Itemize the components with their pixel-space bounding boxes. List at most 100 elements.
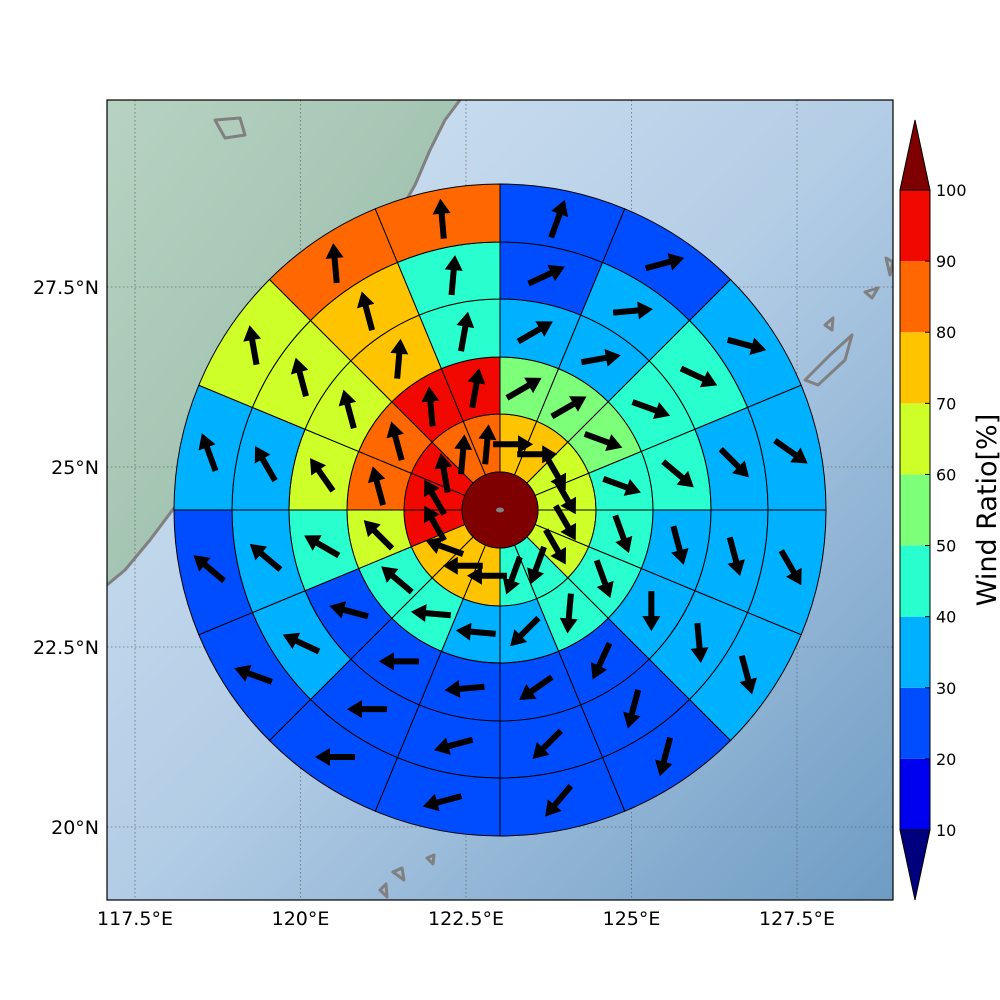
colorbar-extend-min bbox=[899, 829, 931, 901]
colorbar-bin bbox=[900, 758, 930, 830]
wind-arrow bbox=[310, 458, 336, 493]
sector-cell bbox=[374, 183, 501, 264]
wind-arrow bbox=[304, 535, 341, 559]
wind-arrow bbox=[432, 198, 451, 239]
x-tick-label: 125°E bbox=[603, 908, 661, 930]
wind-arrow bbox=[455, 622, 496, 641]
wind-arrow bbox=[726, 536, 745, 577]
colorbar-label: Wind Ratio[%] bbox=[972, 414, 1000, 606]
wind-arrow bbox=[421, 386, 440, 427]
wind-arrow bbox=[631, 399, 671, 420]
wind-arrow bbox=[590, 641, 613, 680]
colorbar-tick-label: 60 bbox=[936, 465, 956, 484]
wind-arrow bbox=[478, 424, 497, 465]
wind-arrow bbox=[467, 368, 486, 409]
wind-arrow bbox=[718, 447, 750, 478]
wind-arrow bbox=[367, 466, 386, 506]
wind-arrow bbox=[593, 559, 614, 598]
wind-arrow bbox=[527, 264, 565, 287]
y-tick-label: 25°N bbox=[51, 457, 99, 479]
wind-arrow bbox=[550, 396, 587, 420]
wind-arrow bbox=[602, 476, 641, 496]
wind-arrow bbox=[444, 679, 485, 698]
wind-arrow bbox=[655, 736, 674, 777]
wind-arrow bbox=[583, 431, 623, 451]
wind-arrow bbox=[423, 505, 447, 542]
wind-arrow bbox=[726, 336, 767, 355]
colorbar-outline bbox=[899, 189, 931, 831]
wind-arrow bbox=[454, 434, 473, 475]
colorbar-bin bbox=[900, 403, 930, 475]
wind-arrow bbox=[356, 291, 376, 331]
colorbar-tick-label: 10 bbox=[936, 821, 956, 840]
wind-arrow bbox=[519, 674, 554, 700]
colorbar-tick-label: 100 bbox=[936, 181, 967, 200]
wind-arrow bbox=[410, 604, 452, 623]
wind-arrow bbox=[661, 459, 694, 488]
wind-arrow bbox=[679, 365, 718, 388]
wind-arrow bbox=[559, 593, 578, 634]
colorbar-bin bbox=[900, 616, 930, 688]
wind-arrow bbox=[545, 784, 574, 817]
colorbar-tick-label: 30 bbox=[936, 679, 956, 698]
wind-arrow bbox=[510, 615, 541, 647]
wind-arrow bbox=[553, 478, 577, 515]
y-axis-ticks: 27.5°N 25°N 22.5°N 20°N bbox=[33, 277, 99, 839]
colorbar-tick-label: 90 bbox=[936, 252, 956, 271]
wind-arrow bbox=[493, 435, 534, 454]
wind-arrow bbox=[325, 243, 344, 284]
wind-arrow bbox=[386, 421, 405, 461]
wind-arrow bbox=[516, 321, 553, 345]
wind-arrow bbox=[612, 514, 633, 554]
wind-arrow bbox=[623, 689, 642, 729]
wind-arrow bbox=[456, 311, 475, 352]
wind-arrow bbox=[434, 453, 453, 493]
x-tick-label: 122.5°E bbox=[428, 908, 504, 930]
wind-arrow bbox=[644, 253, 685, 272]
wind-arrow bbox=[444, 255, 463, 296]
wind-arrow bbox=[329, 601, 369, 620]
center-marker bbox=[496, 507, 504, 513]
wind-arrow bbox=[548, 199, 569, 239]
wind-arrow bbox=[198, 433, 219, 472]
y-tick-label: 27.5°N bbox=[33, 277, 99, 299]
wind-arrow bbox=[282, 632, 321, 655]
wind-arrow bbox=[234, 664, 273, 685]
wind-arrow bbox=[505, 377, 542, 401]
y-tick-label: 20°N bbox=[51, 817, 99, 839]
wind-arrow bbox=[690, 622, 709, 663]
wind-arrow bbox=[543, 453, 567, 491]
wind-arrow bbox=[425, 537, 465, 557]
wind-arrow bbox=[442, 556, 483, 575]
wind-arrow bbox=[249, 543, 283, 572]
wind-arrow bbox=[543, 528, 567, 565]
wind-arrow bbox=[346, 700, 387, 719]
wind-arrow bbox=[338, 389, 357, 429]
wind-arrow bbox=[433, 736, 474, 755]
x-tick-label: 120°E bbox=[272, 908, 330, 930]
colorbar-bin bbox=[900, 261, 930, 333]
wind-arrow bbox=[670, 525, 689, 565]
wind-arrow bbox=[381, 566, 414, 595]
wind-arrow bbox=[423, 479, 447, 516]
colorbar-tick-label: 40 bbox=[936, 608, 956, 627]
wind-arrow bbox=[553, 504, 577, 541]
wind-arrow bbox=[422, 793, 463, 812]
colorbar-tick-label: 80 bbox=[936, 323, 956, 342]
colorbar-bin bbox=[900, 190, 930, 262]
wind-arrow bbox=[363, 520, 395, 551]
wind-arrow bbox=[314, 747, 355, 766]
wind-arrow bbox=[502, 555, 523, 595]
wind-arrow bbox=[532, 728, 563, 760]
wind-arrow bbox=[580, 348, 621, 367]
wind-arrow bbox=[378, 652, 419, 671]
colorbar: 10 20 30 40 50 60 70 80 90 100 bbox=[899, 119, 967, 901]
wind-arrow bbox=[642, 591, 661, 632]
x-tick-label: 117.5°E bbox=[97, 908, 173, 930]
wind-arrow bbox=[390, 338, 409, 379]
wind-arrow bbox=[193, 555, 226, 584]
center-cell bbox=[461, 471, 539, 549]
wind-arrow bbox=[612, 301, 653, 320]
x-axis-ticks: 117.5°E 120°E 122.5°E 125°E 127.5°E bbox=[97, 908, 835, 930]
